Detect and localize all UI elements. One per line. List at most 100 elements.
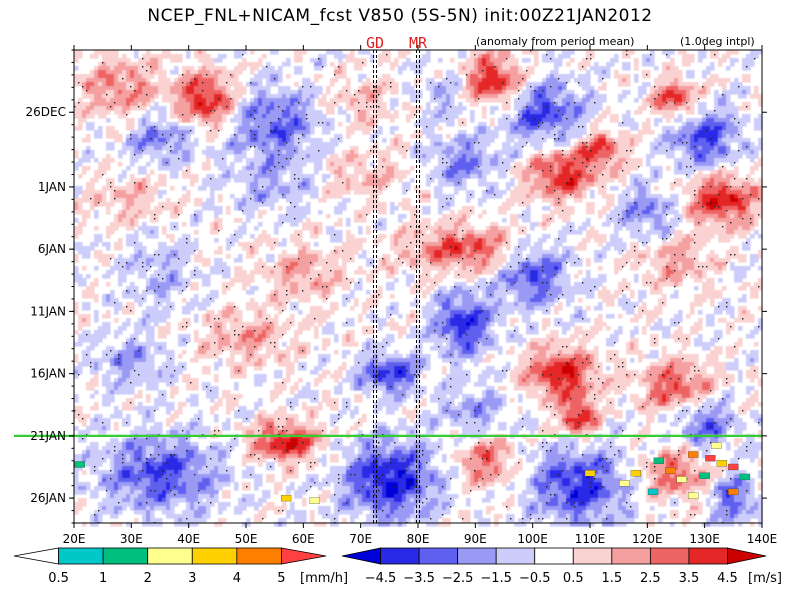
field-cell bbox=[694, 194, 699, 199]
field-cell bbox=[474, 170, 479, 175]
field-cell bbox=[730, 206, 735, 211]
field-cell bbox=[330, 146, 335, 151]
field-cell bbox=[158, 78, 163, 83]
field-cell bbox=[646, 182, 651, 187]
field-cell bbox=[562, 190, 567, 195]
field-cell bbox=[210, 182, 215, 187]
field-cell bbox=[342, 162, 347, 167]
field-cell bbox=[678, 86, 683, 91]
field-cell bbox=[458, 134, 463, 139]
field-cell bbox=[482, 190, 487, 195]
field-cell bbox=[218, 166, 223, 171]
field-cell bbox=[342, 62, 347, 67]
field-cell bbox=[530, 114, 535, 119]
field-cell bbox=[154, 90, 159, 95]
field-cell bbox=[526, 98, 531, 103]
field-cell bbox=[90, 122, 95, 127]
field-cell bbox=[590, 66, 595, 71]
field-cell bbox=[662, 90, 667, 95]
field-cell bbox=[210, 66, 215, 71]
field-cell bbox=[398, 54, 403, 59]
field-cell bbox=[458, 186, 463, 191]
field-cell bbox=[554, 94, 559, 99]
field-cell bbox=[242, 98, 247, 103]
field-cell bbox=[254, 146, 259, 151]
field-cell bbox=[298, 138, 303, 143]
field-cell bbox=[446, 70, 451, 75]
field-cell bbox=[258, 194, 263, 199]
field-cell bbox=[306, 114, 311, 119]
field-cell bbox=[738, 194, 743, 199]
field-cell bbox=[394, 162, 399, 167]
field-cell bbox=[222, 162, 227, 167]
field-cell bbox=[110, 70, 115, 75]
field-cell bbox=[186, 130, 191, 135]
field-cell bbox=[730, 126, 735, 131]
field-cell bbox=[622, 74, 627, 79]
field-cell bbox=[746, 190, 751, 195]
field-cell bbox=[202, 186, 207, 191]
field-cell bbox=[146, 110, 151, 115]
field-cell bbox=[174, 70, 179, 75]
field-cell bbox=[106, 54, 111, 59]
field-cell bbox=[210, 178, 215, 183]
field-cell bbox=[298, 190, 303, 195]
field-cell bbox=[190, 98, 195, 103]
field-cell bbox=[622, 130, 627, 135]
field-cell bbox=[706, 146, 711, 151]
field-cell bbox=[298, 158, 303, 163]
field-cell bbox=[558, 182, 563, 187]
field-cell bbox=[378, 218, 383, 223]
field-cell bbox=[406, 170, 411, 175]
field-cell bbox=[154, 142, 159, 147]
field-cell bbox=[142, 138, 147, 143]
field-cell bbox=[174, 166, 179, 171]
field-cell bbox=[278, 214, 283, 219]
field-cell bbox=[522, 186, 527, 191]
field-cell bbox=[578, 142, 583, 147]
field-cell bbox=[538, 178, 543, 183]
field-cell bbox=[174, 206, 179, 211]
field-cell bbox=[570, 74, 575, 79]
field-cell bbox=[270, 162, 275, 167]
field-cell bbox=[334, 142, 339, 147]
field-cell bbox=[754, 214, 759, 219]
field-cell bbox=[638, 186, 643, 191]
field-cell bbox=[326, 90, 331, 95]
field-cell bbox=[686, 122, 691, 127]
field-cell bbox=[138, 78, 143, 83]
field-cell bbox=[246, 126, 251, 131]
field-cell bbox=[706, 202, 711, 207]
field-cell bbox=[370, 190, 375, 195]
field-cell bbox=[354, 58, 359, 63]
field-cell bbox=[454, 106, 459, 111]
field-cell bbox=[486, 50, 491, 55]
field-cell bbox=[438, 126, 443, 131]
field-cell bbox=[90, 110, 95, 115]
field-cell bbox=[138, 186, 143, 191]
field-cell bbox=[554, 162, 559, 167]
field-cell bbox=[530, 158, 535, 163]
field-cell bbox=[362, 130, 367, 135]
field-cell bbox=[450, 182, 455, 187]
field-cell bbox=[578, 174, 583, 179]
field-cell bbox=[82, 170, 87, 175]
field-cell bbox=[738, 182, 743, 187]
field-cell bbox=[710, 186, 715, 191]
field-cell bbox=[606, 134, 611, 139]
field-cell bbox=[454, 110, 459, 115]
field-cell bbox=[346, 154, 351, 159]
field-cell bbox=[390, 130, 395, 135]
field-cell bbox=[710, 138, 715, 143]
field-cell bbox=[478, 98, 483, 103]
field-cell bbox=[134, 154, 139, 159]
field-cell bbox=[546, 218, 551, 223]
field-cell bbox=[514, 122, 519, 127]
field-cell bbox=[186, 66, 191, 71]
field-cell bbox=[174, 122, 179, 127]
field-cell bbox=[286, 218, 291, 223]
field-cell bbox=[598, 158, 603, 163]
field-cell bbox=[82, 190, 87, 195]
field-cell bbox=[666, 54, 671, 59]
field-cell bbox=[702, 110, 707, 115]
